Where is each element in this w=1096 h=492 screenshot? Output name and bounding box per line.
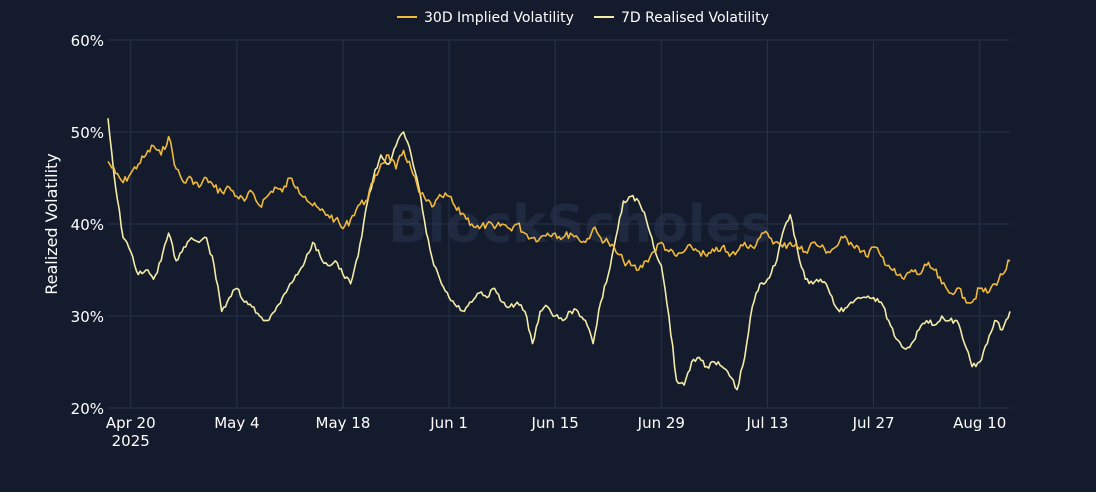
watermark-logo: BlockScholes — [388, 195, 772, 255]
x-tick-label: Aug 10 — [953, 414, 1006, 432]
y-tick-label: 60% — [71, 32, 104, 50]
y-tick-label: 20% — [71, 400, 104, 418]
x-tick-label: Jun 15 — [531, 414, 579, 432]
x-tick-label: May 18 — [316, 414, 371, 432]
x-tick-label: Apr 20 — [106, 414, 156, 432]
y-tick-label: 30% — [71, 308, 104, 326]
series-line-implied-volatility — [107, 135, 1011, 304]
x-tick-label: Jul 13 — [745, 414, 788, 432]
legend-label: 7D Realised Volatility — [621, 10, 769, 26]
y-axis: 20% 30% 40% 50% 60% — [71, 32, 104, 418]
x-tick-label: Jun 1 — [429, 414, 468, 432]
series-layer — [107, 118, 1011, 391]
grid-lines — [108, 39, 1010, 409]
y-tick-label: 50% — [71, 124, 104, 142]
y-tick-label: 40% — [71, 216, 104, 234]
y-axis-label: Realized Volatility — [42, 153, 61, 295]
legend: 30D Implied Volatility 7D Realised Volati… — [397, 10, 769, 26]
x-tick-label: Jul 27 — [852, 414, 895, 432]
series-line-realised-volatility — [107, 118, 1011, 391]
x-tick-sublabel: 2025 — [112, 432, 150, 450]
legend-label: 30D Implied Volatility — [424, 10, 574, 26]
x-tick-label: Jun 29 — [637, 414, 685, 432]
x-tick-label: May 4 — [214, 414, 259, 432]
